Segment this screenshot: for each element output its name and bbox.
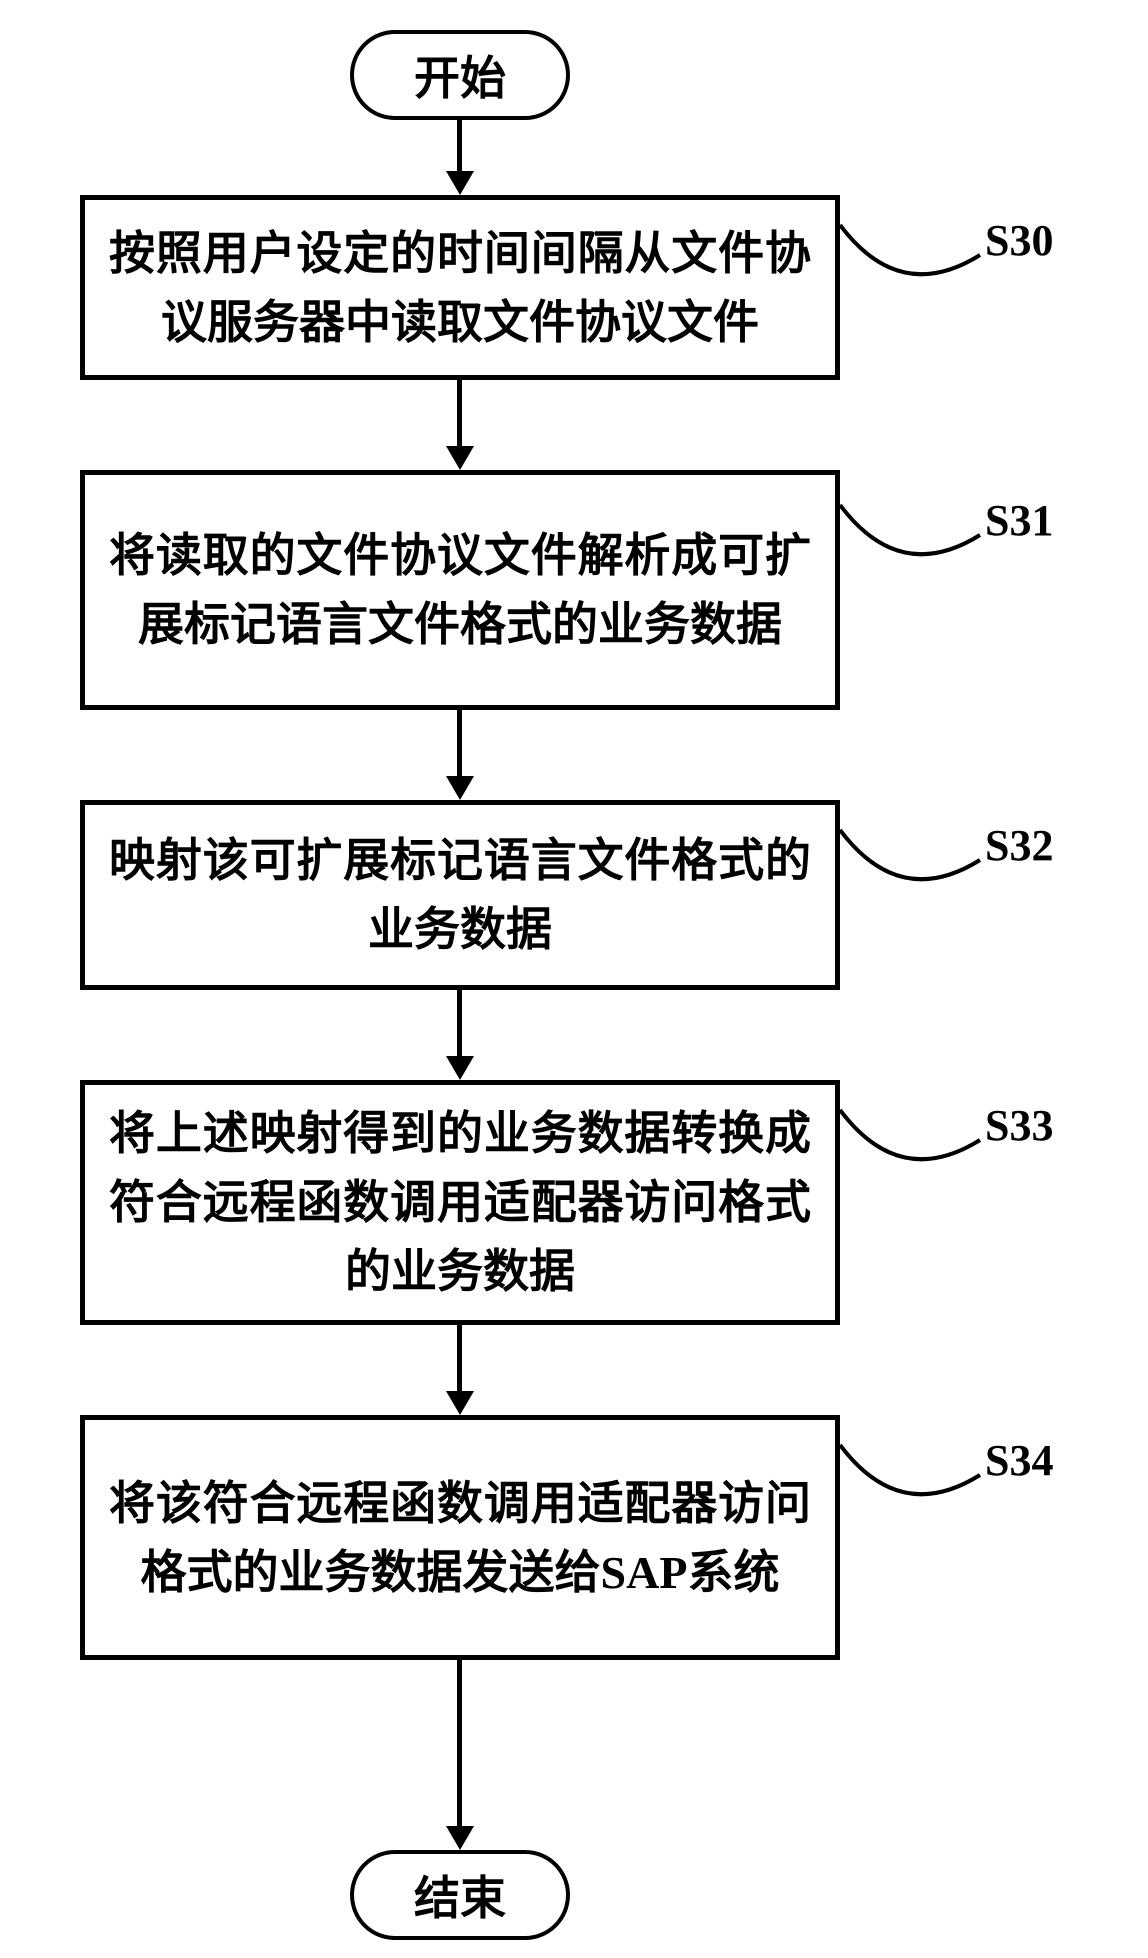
arrow-s33-s34	[457, 1325, 462, 1391]
label-s30: S30	[985, 215, 1053, 266]
process-s31-text: 将读取的文件协议文件解析成可扩展标记语言文件格式的业务数据	[109, 521, 811, 659]
arrowhead-s30-s31	[446, 446, 474, 470]
arrow-s31-s32	[457, 710, 462, 776]
label-s31: S31	[985, 495, 1053, 546]
process-s32: 映射该可扩展标记语言文件格式的业务数据	[80, 800, 840, 990]
arrowhead-s34-end	[446, 1826, 474, 1850]
arrow-s30-s31	[457, 380, 462, 446]
arrow-start-s30	[457, 120, 462, 171]
process-s32-text: 映射该可扩展标记语言文件格式的业务数据	[109, 826, 811, 964]
leader-s30	[840, 215, 990, 315]
process-s31: 将读取的文件协议文件解析成可扩展标记语言文件格式的业务数据	[80, 470, 840, 710]
leader-s34	[840, 1435, 990, 1535]
arrowhead-start-s30	[446, 171, 474, 195]
leader-s33	[840, 1100, 990, 1200]
arrow-s34-end	[457, 1660, 462, 1826]
flowchart-container: 开始 按照用户设定的时间间隔从文件协议服务器中读取文件协议文件 S30 将读取的…	[0, 0, 1148, 1958]
leader-s31	[840, 495, 990, 595]
process-s33-text: 将上述映射得到的业务数据转换成符合远程函数调用适配器访问格式的业务数据	[109, 1099, 811, 1306]
label-s34: S34	[985, 1435, 1053, 1486]
process-s30-text: 按照用户设定的时间间隔从文件协议服务器中读取文件协议文件	[109, 219, 811, 357]
label-s32: S32	[985, 820, 1053, 871]
process-s34-text: 将该符合远程函数调用适配器访问格式的业务数据发送给SAP系统	[109, 1469, 811, 1607]
process-s30: 按照用户设定的时间间隔从文件协议服务器中读取文件协议文件	[80, 195, 840, 380]
terminal-start: 开始	[350, 30, 570, 120]
terminal-end-text: 结束	[414, 1862, 506, 1928]
terminal-end: 结束	[350, 1850, 570, 1940]
process-s34: 将该符合远程函数调用适配器访问格式的业务数据发送给SAP系统	[80, 1415, 840, 1660]
arrowhead-s32-s33	[446, 1056, 474, 1080]
process-s33: 将上述映射得到的业务数据转换成符合远程函数调用适配器访问格式的业务数据	[80, 1080, 840, 1325]
arrowhead-s33-s34	[446, 1391, 474, 1415]
arrow-s32-s33	[457, 990, 462, 1056]
label-s33: S33	[985, 1100, 1053, 1151]
arrowhead-s31-s32	[446, 776, 474, 800]
terminal-start-text: 开始	[414, 42, 506, 108]
leader-s32	[840, 820, 990, 920]
